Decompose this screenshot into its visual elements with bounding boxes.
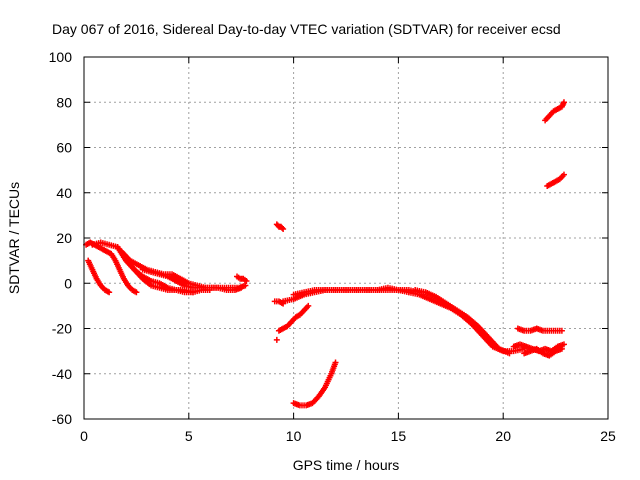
data-point: [106, 289, 113, 296]
data-point: [280, 225, 287, 232]
series-arc-10: [275, 302, 312, 334]
data-point: [560, 341, 567, 348]
data-point: [243, 277, 250, 284]
y-tick-label: 40: [56, 185, 72, 201]
series-arc-11: [273, 336, 280, 343]
grid: [84, 57, 608, 419]
y-axis-label: SDTVAR / TECUs: [6, 182, 22, 294]
data-point: [238, 284, 245, 291]
series-arc-16: [412, 287, 513, 357]
data-point: [273, 336, 280, 343]
series-arc-19: [521, 345, 565, 359]
x-tick-label: 25: [600, 428, 616, 444]
x-tick-label: 5: [185, 428, 193, 444]
data-points: [83, 99, 567, 409]
x-axis-label: GPS time / hours: [293, 457, 400, 473]
x-tick-label: 15: [391, 428, 407, 444]
data-point: [558, 327, 565, 334]
chart-title: Day 067 of 2016, Sidereal Day-to-day VTE…: [52, 21, 561, 37]
y-tick-label: 0: [64, 275, 72, 291]
y-tick-label: 100: [49, 49, 73, 65]
series-arc-15: [405, 289, 528, 355]
y-tick-label: 20: [56, 230, 72, 246]
data-point: [242, 282, 249, 289]
series-arc-6: [139, 266, 245, 294]
series-arc-8: [273, 221, 287, 232]
y-tick-label: -60: [52, 411, 72, 427]
x-tick-label: 0: [80, 428, 88, 444]
data-point: [506, 350, 513, 357]
y-tick-label: -40: [52, 366, 72, 382]
y-tick-label: 80: [56, 94, 72, 110]
x-tick-label: 10: [286, 428, 302, 444]
series-arc-14: [290, 359, 339, 409]
data-point: [133, 289, 140, 296]
data-point: [558, 345, 565, 352]
data-point: [305, 302, 312, 309]
series-arc-1: [85, 257, 113, 296]
data-point: [560, 171, 567, 178]
axis-ticks: 0 5 10 15 20 25 -60 -40 -20 0 20 40 60 80 100: [49, 49, 616, 444]
series-arc-9: [271, 298, 287, 307]
series-arc-21: [544, 171, 567, 189]
x-tick-label: 20: [495, 428, 511, 444]
data-point: [279, 224, 286, 231]
y-tick-label: 60: [56, 140, 72, 156]
y-tick-label: -20: [52, 321, 72, 337]
data-point: [560, 99, 567, 106]
series-arc-17: [514, 325, 565, 334]
data-point: [332, 359, 339, 366]
series-arc-20: [542, 99, 567, 124]
series-arc-7: [234, 273, 250, 284]
series-arc-2: [83, 239, 140, 296]
plot-frame: [83, 56, 609, 420]
